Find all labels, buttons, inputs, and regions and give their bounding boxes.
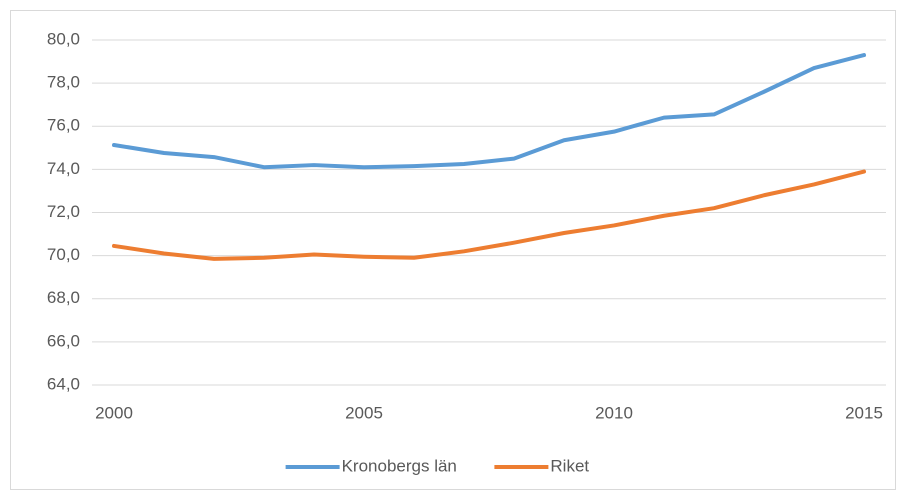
y-tick-label: 74,0: [47, 159, 80, 178]
legend-label: Riket: [550, 456, 589, 475]
series-line: [112, 169, 866, 261]
x-tick-label: 2000: [95, 403, 133, 422]
series-line: [112, 53, 866, 170]
y-tick-label: 68,0: [47, 288, 80, 307]
x-tick-label: 2005: [345, 403, 383, 422]
x-tick-label: 2010: [595, 403, 633, 422]
y-tick-label: 76,0: [47, 116, 80, 135]
chart-frame: [10, 10, 896, 490]
legend-label: Kronobergs län: [342, 456, 457, 475]
y-tick-label: 64,0: [47, 374, 80, 393]
y-tick-label: 72,0: [47, 202, 80, 221]
y-tick-label: 78,0: [47, 73, 80, 92]
y-tick-label: 80,0: [47, 29, 80, 48]
y-tick-label: 66,0: [47, 331, 80, 350]
y-tick-label: 70,0: [47, 245, 80, 264]
x-tick-label: 2015: [845, 403, 883, 422]
